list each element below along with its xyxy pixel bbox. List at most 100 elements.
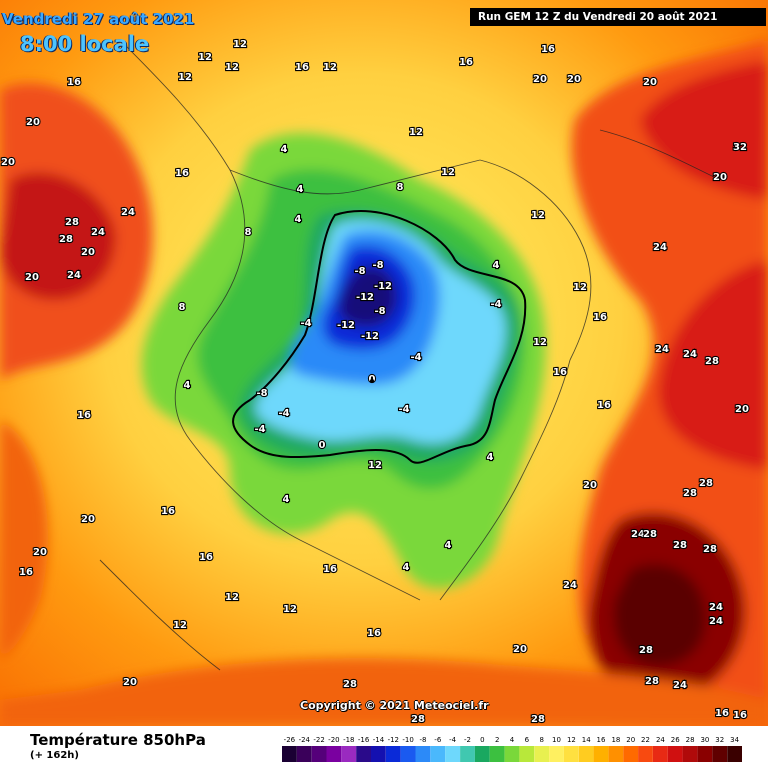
isotherm-label: 4 (295, 214, 302, 225)
scale-swatch (504, 746, 520, 762)
isotherm-label: 16 (597, 400, 611, 411)
isotherm-label: 16 (199, 552, 213, 563)
scale-swatch (430, 746, 446, 762)
variable-title: Température 850hPa (30, 731, 206, 749)
isotherm-label: 12 (531, 210, 545, 221)
isotherm-label: 8 (397, 182, 404, 193)
isotherm-label: 12 (225, 592, 239, 603)
isotherm-label: -12 (337, 320, 355, 331)
warm-region-southeast-deep (613, 564, 706, 666)
isotherm-label: 12 (368, 460, 382, 471)
isotherm-label: 8 (245, 227, 252, 238)
scale-label: 24 (656, 736, 665, 744)
isotherm-label: 20 (513, 644, 527, 655)
scale-swatch (608, 746, 624, 762)
isotherm-label: 20 (123, 677, 137, 688)
isotherm-label: 12 (178, 72, 192, 83)
scale-label: -6 (434, 736, 442, 744)
scale-swatch (534, 746, 550, 762)
temperature-color-scale: -26 -24 -22 -20 -18 -16 -14 -12 -10 -8 -6 -4 -2 0 2 4 6 8… (282, 736, 742, 762)
scale-swatch (667, 746, 683, 762)
scale-label: -24 (299, 736, 311, 744)
isotherm-label: -8 (354, 266, 365, 277)
scale-label: -8 (420, 736, 427, 744)
north-pole-marker (370, 379, 374, 383)
isotherm-label: 24 (91, 227, 105, 238)
isotherm-label: 20 (25, 272, 39, 283)
scale-label: 18 (611, 736, 620, 744)
isotherm-label: 24 (709, 602, 723, 613)
isotherm-label: 12 (573, 282, 587, 293)
isotherm-label: 24 (67, 270, 81, 281)
scale-swatch (638, 746, 653, 762)
scale-label: 2 (495, 736, 499, 744)
scale-label: -4 (449, 736, 457, 744)
isotherm-label: -8 (374, 306, 385, 317)
isotherm-label: 24 (673, 680, 687, 691)
scale-label: -26 (284, 736, 296, 744)
isotherm-label: 4 (297, 184, 304, 195)
isotherm-label: 0 (319, 440, 326, 451)
isotherm-label: 4 (403, 562, 410, 573)
scale-swatch (460, 746, 475, 762)
isotherm-label: 32 (733, 142, 747, 153)
isotherm-label: 20 (567, 74, 581, 85)
isotherm-label: 16 (323, 564, 337, 575)
isotherm-label: 20 (33, 547, 47, 558)
isotherm-label: 16 (19, 567, 33, 578)
scale-label: 28 (686, 736, 695, 744)
scale-label: 12 (567, 736, 576, 744)
scale-swatch (311, 746, 327, 762)
valid-date: Vendredi 27 août 2021 (2, 10, 195, 28)
scale-label: 20 (626, 736, 635, 744)
isotherm-label: 28 (65, 217, 79, 228)
scale-swatch (445, 746, 460, 762)
scale-swatch (326, 746, 342, 762)
scale-label: 30 (700, 736, 709, 744)
run-info-banner: Run GEM 12 Z du Vendredi 20 août 2021 (470, 8, 766, 26)
scale-swatch (712, 746, 728, 762)
isotherm-label: 24 (563, 580, 577, 591)
scale-label: 8 (539, 736, 543, 744)
scale-label: -10 (402, 736, 413, 744)
isotherm-label: 20 (533, 74, 547, 85)
scale-swatch (341, 746, 357, 762)
scale-swatch (282, 746, 297, 762)
isotherm-label: 4 (445, 540, 452, 551)
isotherm-label: 12 (225, 62, 239, 73)
isotherm-label: 20 (1, 157, 15, 168)
isotherm-label: 28 (683, 488, 697, 499)
isotherm-label: 20 (643, 77, 657, 88)
isotherm-label: 16 (367, 628, 381, 639)
coastlines (99, 39, 721, 671)
scale-label: 16 (597, 736, 606, 744)
isotherm-label: 4 (487, 452, 494, 463)
zero-isotherm (232, 210, 527, 464)
isotherm-label: -12 (356, 292, 374, 303)
isotherm-label: 20 (26, 117, 40, 128)
scale-swatches (282, 746, 742, 762)
isotherm-label: 16 (733, 710, 747, 721)
isotherm-label: -12 (374, 281, 392, 292)
isotherm-label: 12 (409, 127, 423, 138)
isotherm-label: 20 (713, 172, 727, 183)
scale-label: 34 (730, 736, 739, 744)
isotherm-label: 28 (699, 478, 713, 489)
isotherm-label: 16 (553, 367, 567, 378)
isotherm-label: 24 (709, 616, 723, 627)
copyright-text: Copyright © 2021 Meteociel.fr (300, 699, 489, 712)
scale-swatch (578, 746, 594, 762)
isotherm-label: 28 (705, 356, 719, 367)
isotherm-label: -4 (254, 424, 265, 435)
valid-time: 8:00 locale (20, 32, 150, 56)
isotherm-label: 16 (77, 410, 91, 421)
isotherm-label: 16 (541, 44, 555, 55)
scale-label: 0 (480, 736, 484, 744)
isotherm-label: 28 (703, 544, 717, 555)
isotherm-label: -4 (490, 299, 501, 310)
isotherm-label: 16 (593, 312, 607, 323)
isotherm-label: 28 (411, 714, 425, 725)
isotherm-label: 16 (161, 506, 175, 517)
footer-bar: Température 850hPa (+ 162h) -26 -24 -22 -20… (0, 726, 768, 768)
